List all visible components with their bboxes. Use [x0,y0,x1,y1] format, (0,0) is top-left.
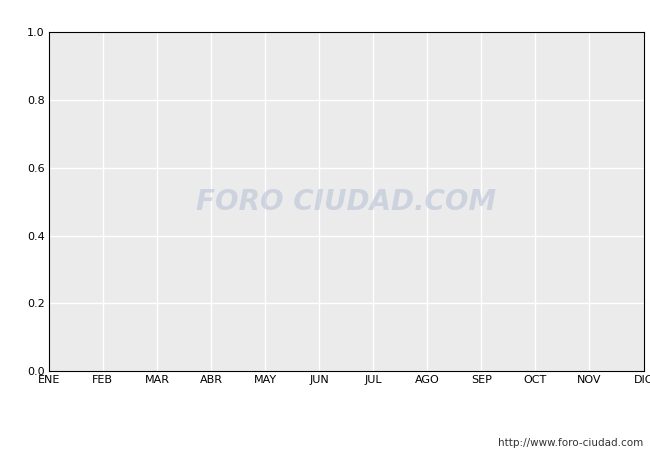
Text: FORO CIUDAD.COM: FORO CIUDAD.COM [196,188,496,216]
Text: Matriculaciones de Vehiculos en Cañada de Benatanduz: Matriculaciones de Vehiculos en Cañada d… [99,9,551,24]
Text: http://www.foro-ciudad.com: http://www.foro-ciudad.com [499,438,644,448]
